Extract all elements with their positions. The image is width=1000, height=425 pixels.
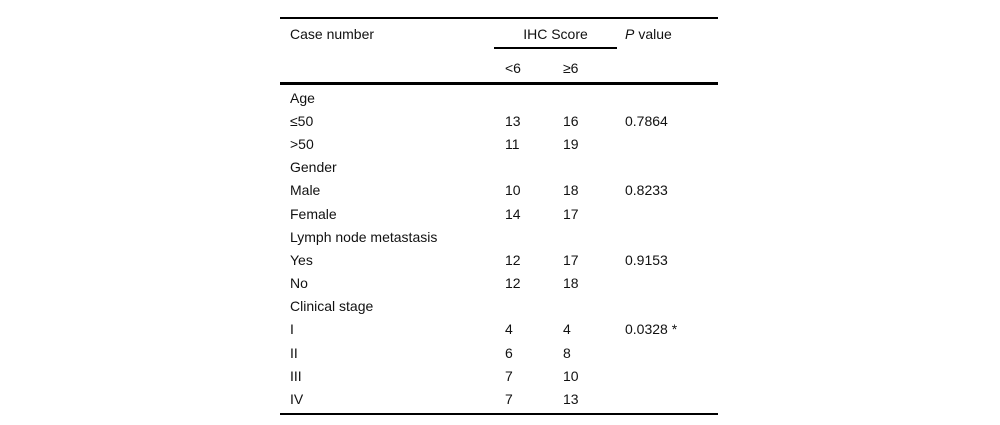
cell-ge6: 17 [563, 251, 579, 268]
row-label: Lymph node metastasis [290, 228, 438, 245]
table-row: Yes 12 17 0.9153 [280, 248, 718, 271]
col-header-ge6: ≥6 [563, 60, 579, 76]
p-value-italic-p: P [625, 26, 635, 42]
row-label: No [290, 275, 308, 292]
cell-ge6: 10 [563, 367, 579, 384]
table-row: III 7 10 [280, 364, 718, 387]
col-header-case-number: Case number [290, 26, 375, 42]
row-label: Female [290, 205, 337, 222]
table-row: IV 7 13 [280, 387, 718, 410]
table-row: Lymph node metastasis [280, 225, 718, 248]
cell-lt6: 11 [505, 135, 520, 152]
cell-lt6: 14 [505, 205, 521, 222]
table-row: II 6 8 [280, 341, 718, 364]
cell-lt6: 13 [505, 112, 521, 129]
p-value-word: value [638, 26, 672, 42]
row-label: >50 [290, 135, 314, 152]
cell-lt6: 6 [505, 344, 513, 361]
cell-ge6: 18 [563, 182, 579, 199]
table-row: Clinical stage [280, 295, 718, 318]
row-label: Yes [290, 251, 313, 268]
cell-lt6: 4 [505, 321, 513, 338]
cell-ge6: 17 [563, 205, 579, 222]
cell-ge6: 8 [563, 344, 571, 361]
col-header-ihc-score: IHC Score [523, 26, 588, 42]
table-row: Gender [280, 156, 718, 179]
cell-lt6: 12 [505, 275, 521, 292]
table-row: Female 14 17 [280, 202, 718, 225]
col-header-lt6: <6 [505, 60, 521, 76]
table-row: ≤50 13 16 0.7864 [280, 109, 718, 132]
cell-ge6: 4 [563, 321, 571, 338]
row-label: Gender [290, 159, 337, 176]
row-label: Clinical stage [290, 298, 374, 315]
table-body: Age ≤50 13 16 0.7864 >50 11 19 Gender [280, 85, 718, 413]
row-label: IV [290, 391, 304, 408]
ihc-score-spanner-rule [494, 47, 617, 49]
cell-pvalue: 0.9153 [625, 251, 668, 268]
table-row: I 4 4 0.0328 * [280, 318, 718, 341]
cell-pvalue: 0.8233 [625, 182, 668, 199]
cell-lt6: 7 [505, 367, 513, 384]
cell-ge6: 18 [563, 275, 579, 292]
cell-pvalue: 0.0328 * [625, 321, 678, 338]
row-label: Age [290, 89, 315, 106]
cell-ge6: 13 [563, 391, 579, 408]
cell-lt6: 12 [505, 251, 521, 268]
cell-lt6: 10 [505, 182, 521, 199]
row-label: I [290, 321, 294, 338]
table-row: Male 10 18 0.8233 [280, 179, 718, 202]
row-label: ≤50 [290, 112, 314, 129]
cell-ge6: 16 [563, 112, 579, 129]
cell-lt6: 7 [505, 391, 513, 408]
row-label: Male [290, 182, 321, 199]
cell-ge6: 19 [563, 135, 579, 152]
table-row: Age [280, 86, 718, 109]
table-row: >50 11 19 [280, 132, 718, 155]
cell-pvalue: 0.7864 [625, 112, 668, 129]
table-row: No 12 18 [280, 272, 718, 295]
row-label: II [290, 344, 298, 361]
row-label: III [290, 367, 302, 384]
